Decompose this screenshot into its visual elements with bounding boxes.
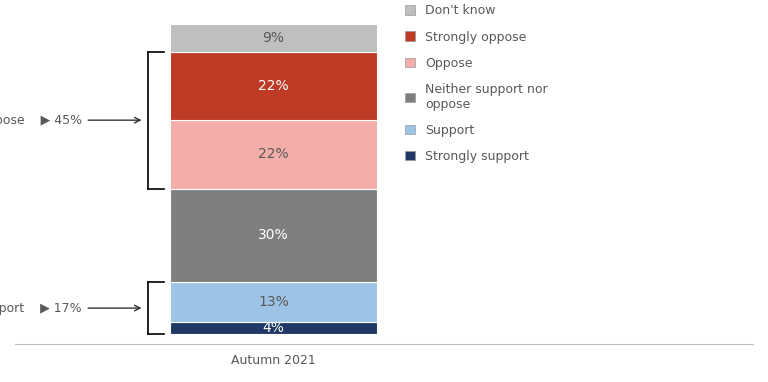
Bar — [170, 24, 376, 52]
Bar — [170, 188, 376, 282]
Text: 4%: 4% — [263, 321, 284, 335]
Legend: Don't know, Strongly oppose, Oppose, Neither support nor
oppose, Support, Strong: Don't know, Strongly oppose, Oppose, Nei… — [405, 5, 548, 163]
Text: % Total oppose    ▶ 45%: % Total oppose ▶ 45% — [0, 114, 81, 127]
Text: 22%: 22% — [258, 147, 289, 161]
Bar — [170, 322, 376, 335]
Text: 13%: 13% — [258, 295, 289, 309]
Bar — [170, 120, 376, 188]
Bar — [170, 52, 376, 120]
Text: 9%: 9% — [263, 31, 284, 45]
Bar — [170, 282, 376, 322]
Text: 22%: 22% — [258, 79, 289, 93]
Text: % Total support    ▶ 17%: % Total support ▶ 17% — [0, 301, 81, 315]
Text: 30%: 30% — [258, 228, 289, 242]
